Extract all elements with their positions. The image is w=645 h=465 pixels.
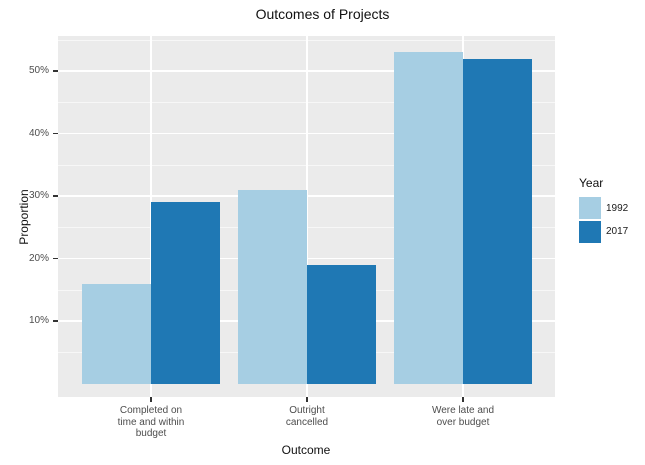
y-tick-mark xyxy=(53,195,58,197)
y-tick-mark xyxy=(53,70,58,72)
x-category-label-line: time and within xyxy=(117,416,185,428)
bar-1992-2 xyxy=(238,189,307,384)
y-axis-title: Proportion xyxy=(17,189,31,245)
gridline-vertical xyxy=(150,36,152,397)
y-tick-mark xyxy=(53,132,58,135)
bar-2017-3 xyxy=(463,58,532,384)
legend-swatch-1992 xyxy=(579,197,601,219)
x-tick-mark xyxy=(306,397,308,402)
x-category-label-line: Outright xyxy=(289,405,325,416)
x-tick-mark xyxy=(462,397,464,402)
y-tick-mark xyxy=(53,257,58,260)
y-tick-label: 30% xyxy=(28,190,49,201)
x-axis-title: Outcome xyxy=(281,443,331,457)
y-tick-mark xyxy=(53,320,58,322)
y-tick-label: 40% xyxy=(28,127,49,139)
legend-label: 1992 xyxy=(606,202,629,214)
y-tick-label: 50% xyxy=(28,65,49,76)
legend-item-1992: 1992 xyxy=(579,197,643,219)
bar-1992-1 xyxy=(82,283,151,384)
y-tick-label: 20% xyxy=(28,252,49,264)
x-category-label: Completed on time and within budget xyxy=(76,405,226,440)
x-category-label-line: Were late and xyxy=(431,405,495,416)
legend: Year 1992 2017 xyxy=(579,176,643,244)
legend-swatch-2017 xyxy=(579,220,601,243)
bar-2017-1 xyxy=(151,202,220,384)
x-category-label: Were late and over budget xyxy=(388,405,538,428)
legend-title: Year xyxy=(579,176,604,190)
x-category-label-line: over budget xyxy=(436,416,490,428)
bar-1992-3 xyxy=(394,52,463,384)
x-category-label-line: cancelled xyxy=(285,416,329,428)
x-category-label-line: budget xyxy=(135,428,167,439)
legend-label: 2017 xyxy=(606,226,629,237)
legend-items: 1992 2017 xyxy=(579,197,643,243)
plot-panel xyxy=(58,36,555,397)
x-tick-mark xyxy=(150,397,152,402)
bar-2017-2 xyxy=(307,264,376,384)
legend-item-2017: 2017 xyxy=(579,220,643,243)
x-category-label: Outright cancelled xyxy=(232,405,382,428)
chart-title: Outcomes of Projects xyxy=(255,6,390,22)
x-category-label-line: Completed on xyxy=(119,405,183,416)
y-tick-label: 10% xyxy=(28,315,49,326)
